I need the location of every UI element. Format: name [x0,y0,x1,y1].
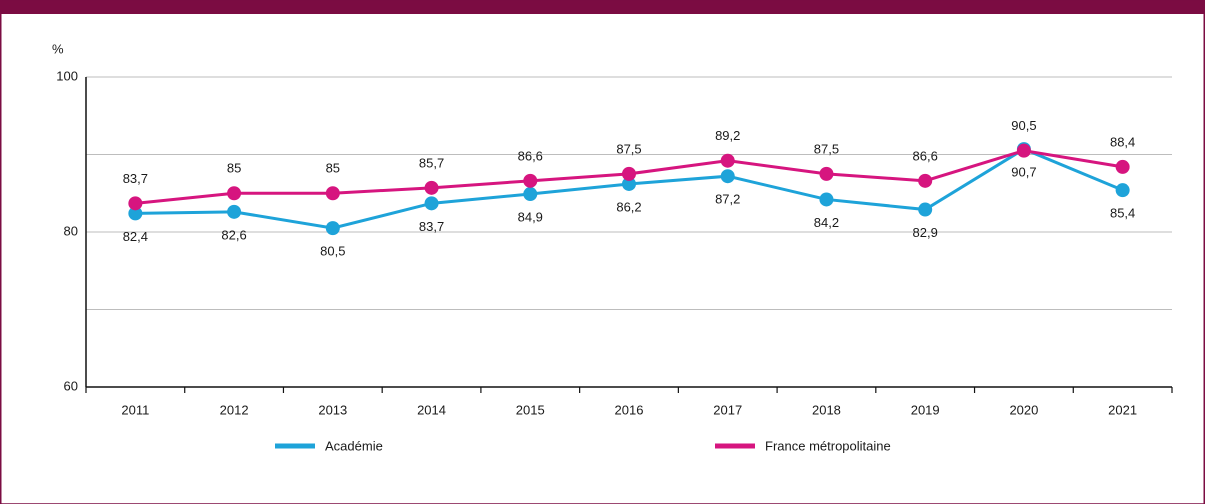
data-label: 87,5 [814,141,839,156]
data-point [720,169,735,184]
data-point [918,202,933,217]
x-tick-label: 2017 [713,402,742,417]
data-label: 86,6 [913,148,938,163]
y-tick-label: 80 [64,223,78,238]
data-point [523,187,538,202]
legend-label: France métropolitaine [765,438,891,453]
data-label: 84,9 [518,209,543,224]
x-tick-label: 2014 [417,402,446,417]
data-label: 86,2 [616,199,641,214]
data-point [819,192,834,207]
data-point [622,166,636,181]
x-tick-label: 2018 [812,402,841,417]
data-label: 86,6 [518,148,543,163]
legend-label: Académie [325,438,383,453]
x-tick-label: 2016 [615,402,644,417]
data-point [424,196,439,211]
data-point [622,176,636,191]
data-label: 84,2 [814,215,839,230]
data-label: 85 [227,161,241,176]
data-label: 82,9 [913,225,938,240]
data-point [819,166,834,181]
data-label: 82,4 [123,229,148,244]
data-point [1115,183,1130,198]
data-label: 90,7 [1011,165,1036,180]
data-point [128,206,143,221]
data-label: 85,4 [1110,206,1135,221]
data-label: 80,5 [320,244,345,259]
data-point [325,221,340,236]
data-label: 89,2 [715,128,740,143]
data-point [1115,159,1130,174]
data-point [1016,143,1031,158]
data-point [128,196,143,211]
data-label: 83,7 [123,171,148,186]
data-point [227,186,242,201]
x-tick-label: 2019 [911,402,940,417]
data-label: 82,6 [221,227,246,242]
data-point [227,204,242,219]
data-label: 88,4 [1110,134,1135,149]
data-label: 87,5 [616,141,641,156]
y-tick-label: 60 [64,378,78,393]
data-label: 85,7 [419,155,444,170]
y-unit: % [52,41,64,56]
data-point [720,153,735,168]
data-point [424,180,439,195]
x-tick-label: 2013 [318,402,347,417]
data-label: 83,7 [419,219,444,234]
data-point [523,173,538,188]
data-point [918,173,933,188]
data-label: 87,2 [715,192,740,207]
x-tick-label: 2012 [220,402,249,417]
data-label: 85 [326,161,340,176]
data-point [325,186,340,201]
header-bar [0,0,1205,14]
x-tick-label: 2015 [516,402,545,417]
x-tick-label: 2011 [121,402,149,417]
y-tick-label: 100 [56,68,78,83]
data-label: 90,5 [1011,118,1036,133]
x-tick-label: 2020 [1009,402,1038,417]
x-tick-label: 2021 [1108,402,1137,417]
